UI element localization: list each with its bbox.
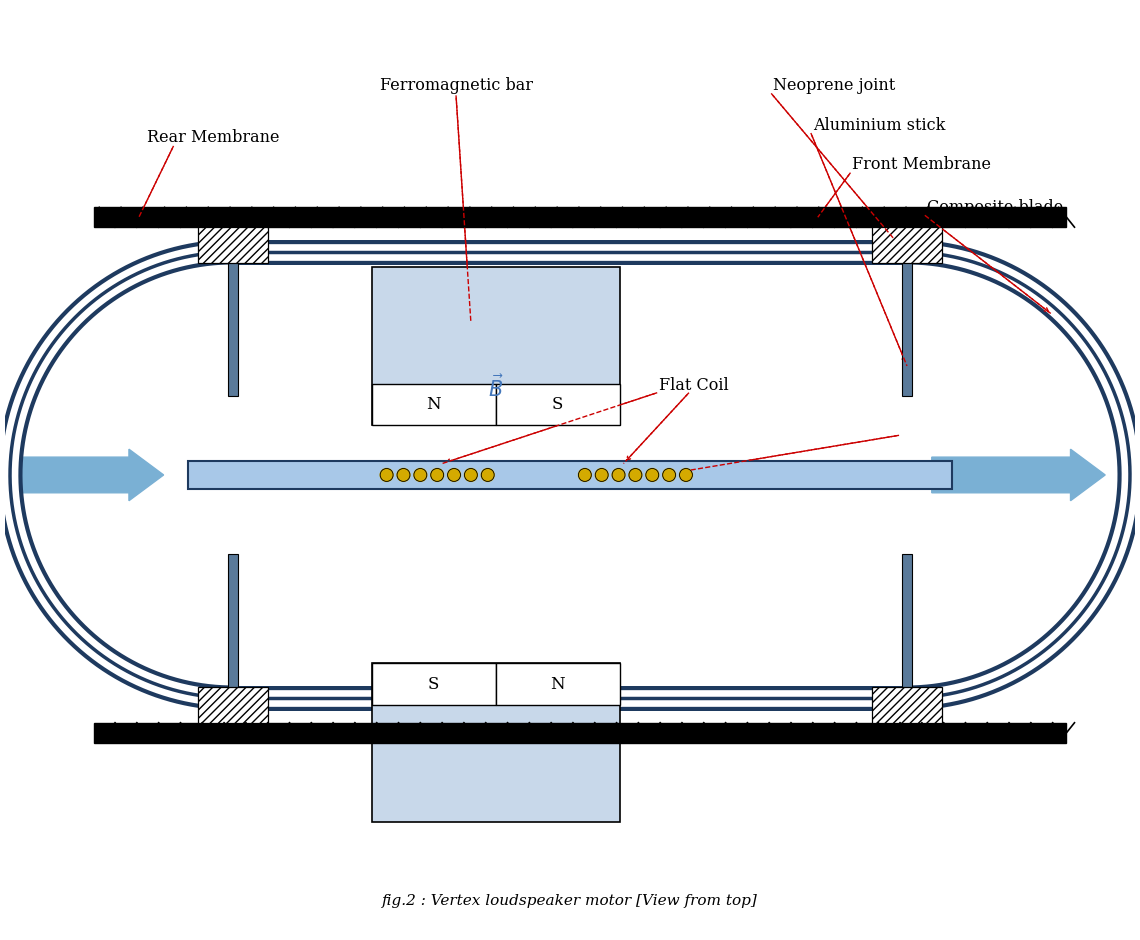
- FancyArrow shape: [10, 449, 164, 501]
- Bar: [872, 687, 942, 723]
- Text: S: S: [552, 396, 563, 413]
- Bar: [902, 555, 912, 723]
- Circle shape: [414, 468, 426, 481]
- Bar: [95, 208, 1066, 227]
- Bar: [198, 227, 268, 263]
- FancyArrow shape: [931, 449, 1105, 501]
- Bar: [872, 227, 942, 263]
- Text: Aluminium stick: Aluminium stick: [813, 117, 945, 133]
- Bar: [198, 687, 268, 723]
- Circle shape: [381, 468, 393, 481]
- Bar: [228, 227, 238, 396]
- Circle shape: [646, 468, 659, 481]
- Bar: [188, 462, 952, 489]
- Bar: [372, 267, 619, 426]
- Bar: [496, 664, 619, 705]
- Text: Neoprene joint: Neoprene joint: [773, 77, 895, 94]
- Bar: [902, 227, 912, 396]
- Bar: [372, 664, 496, 705]
- Circle shape: [578, 468, 592, 481]
- Circle shape: [662, 468, 676, 481]
- Circle shape: [595, 468, 608, 481]
- Text: Rear Membrane: Rear Membrane: [147, 130, 279, 147]
- Text: S: S: [428, 676, 439, 693]
- Circle shape: [612, 468, 625, 481]
- Circle shape: [481, 468, 494, 481]
- Circle shape: [629, 468, 642, 481]
- Circle shape: [448, 468, 461, 481]
- Text: Front Membrane: Front Membrane: [853, 156, 992, 173]
- Text: Ferromagnetic bar: Ferromagnetic bar: [380, 77, 532, 94]
- Bar: [372, 384, 496, 426]
- Text: N: N: [551, 676, 565, 693]
- Circle shape: [431, 468, 443, 481]
- Text: Composite blade: Composite blade: [927, 199, 1064, 216]
- Circle shape: [679, 468, 692, 481]
- Text: $\vec{B}$: $\vec{B}$: [488, 374, 504, 401]
- Text: fig.2 : Vertex loudspeaker motor [View from top]: fig.2 : Vertex loudspeaker motor [View f…: [382, 894, 758, 908]
- Bar: [372, 664, 619, 822]
- Bar: [95, 723, 1066, 743]
- Bar: [496, 384, 619, 426]
- Circle shape: [397, 468, 410, 481]
- Text: N: N: [426, 396, 441, 413]
- Text: Flat Coil: Flat Coil: [659, 377, 728, 394]
- Bar: [228, 555, 238, 723]
- Circle shape: [464, 468, 478, 481]
